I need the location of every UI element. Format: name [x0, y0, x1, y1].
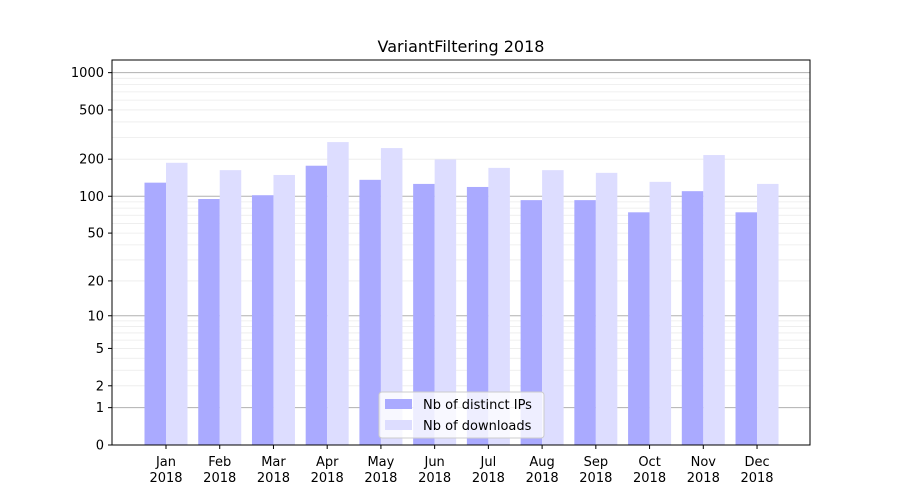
x-tick-label-year: 2018	[257, 471, 290, 486]
x-tick-label-month: Aug	[529, 455, 554, 470]
bar-ips	[628, 212, 650, 445]
x-tick-label-year: 2018	[579, 471, 612, 486]
y-tick-label: 1000	[71, 66, 104, 81]
x-tick-label-month: Apr	[316, 455, 339, 470]
y-tick-label: 0	[96, 439, 104, 454]
y-tick-label: 20	[87, 274, 104, 289]
y-tick-label: 50	[87, 227, 104, 242]
x-tick-label-month: Oct	[638, 455, 660, 470]
bar-ips	[466, 186, 489, 445]
bar-ips	[735, 212, 758, 445]
bar-ips	[251, 195, 274, 445]
bar-ips	[305, 165, 328, 445]
x-tick-label-year: 2018	[633, 471, 666, 486]
x-tick-label-year: 2018	[472, 471, 505, 486]
bar-ips	[413, 183, 435, 445]
bars	[144, 142, 779, 445]
plot-frame	[111, 59, 811, 446]
x-tick-label-month: Nov	[691, 455, 717, 470]
x-tick-label-year: 2018	[149, 471, 182, 486]
x-tick-label-year: 2018	[687, 471, 720, 486]
bar-downloads	[434, 159, 457, 445]
x-tick-label-month: Sep	[584, 455, 609, 470]
bar-downloads	[703, 155, 725, 445]
bar-downloads	[757, 183, 779, 445]
y-tick-label: 2	[96, 379, 104, 394]
bar-downloads	[273, 174, 295, 445]
bar-downloads	[166, 162, 188, 445]
y-tick-label: 1	[96, 401, 104, 416]
bar-downloads	[595, 172, 618, 445]
x-tick-label-month: May	[367, 455, 394, 470]
chart-title: VariantFiltering 2018	[378, 37, 545, 56]
bar-downloads	[380, 148, 403, 445]
y-tick-label: 5	[96, 342, 104, 357]
bar-ips	[359, 179, 381, 445]
y-tick-label: 500	[79, 103, 104, 118]
bar-ips	[144, 182, 166, 445]
legend-label-ips: Nb of distinct IPs	[423, 398, 532, 413]
x-tick-label-year: 2018	[526, 471, 559, 486]
bar-downloads	[542, 170, 564, 445]
x-tick-label-month: Jun	[423, 455, 444, 470]
bar-ips	[574, 200, 596, 445]
legend-label-downloads: Nb of downloads	[423, 419, 532, 434]
x-tick-label-year: 2018	[418, 471, 451, 486]
bar-downloads	[327, 142, 349, 445]
x-tick-label-year: 2018	[740, 471, 773, 486]
legend: Nb of distinct IPs Nb of downloads	[378, 391, 545, 439]
x-tick-label-year: 2018	[364, 471, 397, 486]
x-tick-label-month: Mar	[261, 455, 286, 470]
y-tick-label: 100	[79, 190, 104, 205]
bar-downloads	[219, 170, 242, 445]
legend-box	[378, 391, 545, 439]
x-tick-label-year: 2018	[203, 471, 236, 486]
legend-swatch-ips	[385, 399, 412, 409]
y-axis: 0 1 2 5 10 20 50 100 200 500 1000	[71, 66, 112, 454]
x-tick-label-month: Dec	[744, 455, 769, 470]
x-axis: Jan2018Feb2018Mar2018Apr2018May2018Jun20…	[149, 445, 774, 486]
bar-downloads	[649, 181, 672, 445]
bar-ips	[198, 199, 220, 445]
bar-ips	[681, 191, 704, 445]
bar-ips	[520, 200, 543, 445]
x-tick-label-month: Jan	[155, 455, 176, 470]
y-tick-label: 200	[79, 153, 104, 168]
y-tick-label: 10	[87, 309, 104, 324]
bar-downloads	[488, 167, 510, 445]
x-tick-label-year: 2018	[311, 471, 344, 486]
x-tick-label-month: Jul	[480, 455, 497, 470]
x-tick-label-month: Feb	[208, 455, 231, 470]
legend-swatch-downloads	[385, 420, 412, 430]
